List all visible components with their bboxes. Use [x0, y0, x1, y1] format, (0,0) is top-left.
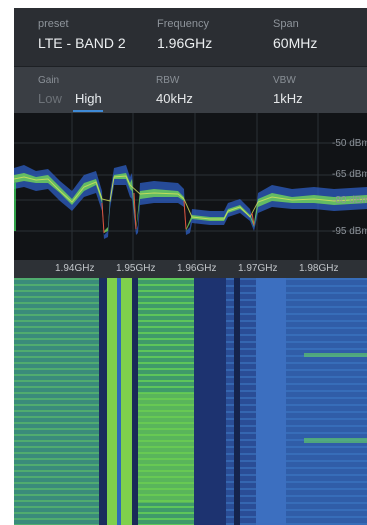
- frequency-value: 1.96GHz: [157, 35, 213, 51]
- spectrum-analyzer-app: preset LTE - BAND 2 Frequency 1.96GHz Sp…: [14, 8, 367, 525]
- freq-tick-label: 1.95GHz: [116, 263, 156, 274]
- frequency-label: Frequency: [157, 18, 209, 30]
- gain-high-option[interactable]: High: [75, 91, 102, 106]
- gain-label: Gain: [38, 75, 60, 86]
- freq-tick-label: 1.97GHz: [238, 263, 278, 274]
- settings-controls: Gain Low High RBW 40kHz VBW 1kHz: [14, 66, 367, 113]
- preset-value: LTE - BAND 2: [38, 35, 126, 51]
- gain-low-option[interactable]: Low: [38, 91, 62, 106]
- freq-tick-label: 1.96GHz: [177, 263, 217, 274]
- dbm-label: -50 dBm: [332, 138, 367, 149]
- dbm-label: -80 dBm: [332, 195, 367, 206]
- preset-label: preset: [38, 18, 69, 30]
- rbw-label: RBW: [156, 75, 180, 86]
- rbw-value: 40kHz: [156, 91, 193, 106]
- dbm-label: -65 dBm: [332, 169, 367, 180]
- freq-tick-label: 1.98GHz: [299, 263, 339, 274]
- vbw-value: 1kHz: [273, 91, 303, 106]
- waterfall-display[interactable]: [14, 278, 367, 525]
- frequency-axis: 1.94GHz 1.95GHz 1.96GHz 1.97GHz 1.98GHz: [14, 260, 367, 278]
- span-value: 60MHz: [273, 35, 318, 51]
- gain-selected-indicator: [73, 110, 103, 112]
- spectrum-grid: [14, 113, 367, 260]
- settings-header: preset LTE - BAND 2 Frequency 1.96GHz Sp…: [14, 8, 367, 66]
- span-label: Span: [273, 18, 299, 30]
- spectrum-plot[interactable]: -50 dBm -65 dBm -80 dBm -95 dBm: [14, 113, 367, 260]
- vbw-label: VBW: [273, 75, 296, 86]
- waterfall-columns: [14, 278, 367, 525]
- spectrum-trace: [14, 165, 367, 239]
- dbm-label: -95 dBm: [332, 226, 367, 237]
- dbm-scale: -50 dBm -65 dBm -80 dBm -95 dBm: [332, 138, 367, 237]
- freq-tick-label: 1.94GHz: [55, 263, 95, 274]
